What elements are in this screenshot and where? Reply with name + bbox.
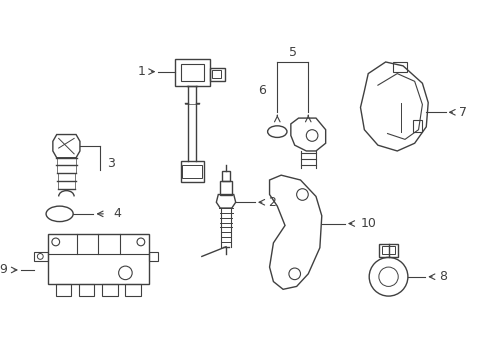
Bar [175, 59, 210, 86]
Bar [48, 234, 148, 284]
Bar [413, 120, 422, 132]
Bar [379, 244, 398, 257]
Bar [102, 284, 118, 296]
Bar [34, 252, 48, 261]
Text: 9: 9 [0, 264, 7, 276]
Bar [180, 161, 204, 182]
Bar [210, 68, 225, 81]
Text: 6: 6 [258, 85, 266, 98]
Text: 2: 2 [269, 196, 276, 209]
Bar [222, 171, 230, 181]
Text: 5: 5 [289, 46, 297, 59]
Text: 7: 7 [459, 106, 467, 119]
Bar [79, 284, 95, 296]
Bar [182, 165, 202, 178]
Text: 3: 3 [107, 157, 115, 170]
Text: 8: 8 [439, 270, 447, 283]
Bar [220, 181, 232, 194]
Text: 1: 1 [138, 65, 146, 78]
Bar [212, 70, 221, 78]
Bar [125, 284, 141, 296]
Bar [180, 64, 204, 81]
Text: 10: 10 [360, 217, 376, 230]
Text: 4: 4 [114, 207, 122, 220]
Bar [382, 246, 395, 253]
Bar [56, 284, 71, 296]
Bar [393, 62, 407, 72]
Bar [148, 252, 158, 261]
